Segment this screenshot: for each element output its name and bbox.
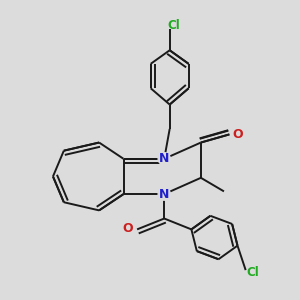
Text: N: N [159, 188, 169, 201]
Text: Cl: Cl [167, 19, 180, 32]
Text: O: O [122, 221, 133, 235]
Text: O: O [232, 128, 243, 141]
Text: N: N [159, 152, 169, 165]
Circle shape [158, 188, 170, 200]
Text: Cl: Cl [246, 266, 259, 279]
Circle shape [158, 153, 170, 165]
